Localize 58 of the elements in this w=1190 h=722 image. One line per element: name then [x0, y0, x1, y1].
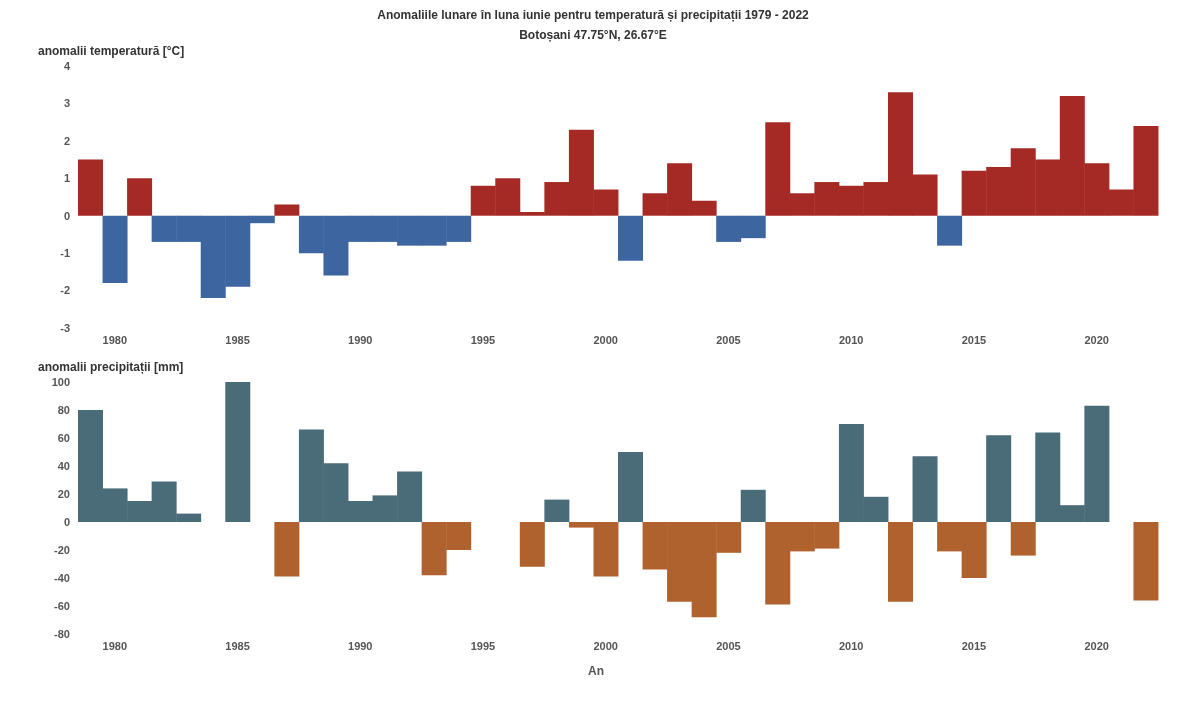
bar — [888, 522, 913, 602]
y-tick-label: 3 — [63, 97, 70, 110]
x-tick-label: 1995 — [470, 333, 496, 346]
bar — [519, 522, 545, 567]
y-tick-label: -40 — [54, 571, 70, 584]
y-tick-label: 0 — [63, 209, 70, 222]
y-tick-label: -60 — [54, 599, 70, 612]
x-tick-label: 2015 — [961, 639, 987, 652]
y-tick-label: 80 — [57, 403, 70, 416]
bar — [127, 178, 153, 216]
bar — [912, 456, 938, 522]
y-tick-label: 20 — [57, 487, 70, 500]
y-tick-label: 2 — [63, 134, 70, 147]
bar — [102, 215, 128, 284]
y-tick-label: 4 — [63, 59, 71, 72]
x-tick-label: 1990 — [348, 639, 373, 652]
x-axis-title: An — [588, 664, 605, 678]
y-tick-label: 40 — [57, 459, 70, 472]
bar — [544, 499, 570, 522]
y-tick-label: -3 — [60, 321, 70, 334]
bar — [618, 452, 643, 522]
bar — [1010, 522, 1036, 556]
y-tick-label: 0 — [63, 515, 70, 528]
bar — [937, 215, 963, 246]
y-tick-label: 1 — [63, 172, 70, 185]
y-axis-title: anomalii temperatură [°C] — [38, 44, 186, 58]
y-tick-label: 60 — [57, 431, 70, 444]
bar — [78, 159, 103, 216]
bar — [618, 215, 643, 261]
x-tick-label: 2010 — [838, 639, 864, 652]
y-axis-title: anomalii precipitații [mm] — [38, 360, 185, 374]
y-tick-label: 100 — [51, 375, 70, 388]
x-tick-label: 2000 — [593, 333, 618, 346]
x-tick-label: 2015 — [961, 333, 987, 346]
bar — [986, 435, 1012, 522]
bar — [274, 204, 300, 216]
x-tick-label: 1980 — [102, 333, 128, 346]
x-tick-label: 1995 — [470, 639, 496, 652]
x-tick-label: 2010 — [838, 333, 864, 346]
x-tick-label: 1985 — [225, 333, 250, 346]
bar — [225, 382, 251, 522]
y-tick-label: -1 — [60, 247, 70, 260]
chart-subtitle: Botoșani 47.75°N, 26.67°E — [518, 28, 668, 42]
y-tick-label: -20 — [54, 543, 70, 556]
bar — [274, 522, 300, 577]
x-tick-label: 2005 — [716, 639, 741, 652]
x-tick-label: 2005 — [716, 333, 741, 346]
y-tick-label: -80 — [54, 627, 70, 640]
x-tick-label: 1990 — [348, 333, 373, 346]
chart-title: Anomaliile lunare în luna iunie pentru temperatură și precipitații 1979 - 2022 — [376, 8, 810, 22]
x-tick-label: 2000 — [593, 639, 618, 652]
x-tick-label: 2020 — [1084, 333, 1109, 346]
y-tick-label: -2 — [60, 284, 70, 297]
bar — [1133, 522, 1159, 601]
x-tick-label: 2020 — [1084, 639, 1109, 652]
x-tick-label: 1980 — [102, 639, 128, 652]
bar — [740, 489, 766, 522]
x-tick-label: 1985 — [225, 639, 250, 652]
